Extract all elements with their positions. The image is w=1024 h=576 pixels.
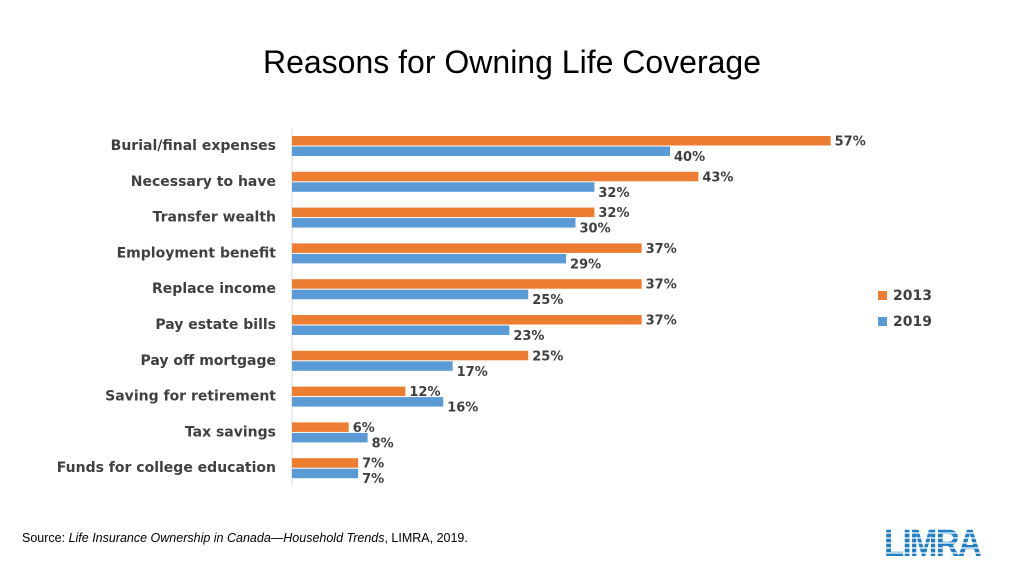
category-label: Replace income [152, 281, 276, 297]
bar-2013 [292, 458, 359, 468]
bar-2019 [292, 253, 567, 264]
data-label-2013: 37% [646, 242, 677, 257]
bar-2013 [292, 422, 349, 432]
bar-2019 [292, 397, 444, 407]
bar-2019 [292, 361, 453, 371]
bar-2019 [292, 325, 510, 335]
data-label-2013: 37% [646, 314, 677, 329]
data-label-2013: 57% [835, 135, 866, 150]
bar-2013 [292, 315, 642, 325]
bar-2019 [292, 218, 576, 228]
data-label-2019: 17% [457, 365, 488, 380]
data-label-2019: 23% [513, 329, 544, 344]
bar-2013 [292, 207, 595, 218]
category-label: Funds for college education [57, 460, 276, 476]
category-label: Tax savings [185, 424, 276, 440]
legend-label-2013: 2013 [893, 288, 932, 304]
data-label-2013: 25% [532, 349, 563, 364]
data-label-2013: 7% [362, 457, 384, 472]
source-title: Life Insurance Ownership in Canada—House… [68, 531, 385, 545]
bar-2013 [292, 136, 831, 146]
category-label: Burial/final expenses [111, 138, 276, 154]
data-label-2013: 43% [702, 170, 733, 185]
data-label-2013: 37% [646, 278, 677, 293]
data-label-2019: 30% [580, 222, 611, 237]
category-label: Necessary to have [131, 174, 276, 190]
bar-2013 [292, 171, 699, 182]
bar-2019 [292, 432, 368, 443]
data-label-2013: 32% [598, 206, 629, 221]
data-label-2019: 25% [532, 293, 563, 308]
data-label-2019: 8% [372, 436, 394, 451]
category-label: Pay estate bills [155, 317, 276, 333]
category-label: Transfer wealth [153, 210, 276, 226]
bar-2019 [292, 146, 670, 156]
category-label: Pay off mortgage [140, 353, 276, 369]
data-label-2019: 32% [598, 186, 629, 201]
bar-2019 [292, 468, 359, 479]
data-label-2013: 6% [353, 421, 375, 436]
source-prefix: Source: [22, 531, 69, 545]
data-label-2019: 7% [362, 472, 384, 487]
bar-2019 [292, 289, 529, 300]
data-label-2019: 40% [674, 150, 705, 165]
limra-logo: LIMRA [884, 523, 984, 564]
bar-2013 [292, 279, 642, 289]
bar-2019 [292, 182, 595, 192]
chart-title: Reasons for Owning Life Coverage [262, 44, 762, 80]
category-label: Employment benefit [117, 245, 277, 261]
data-label-2019: 29% [570, 257, 601, 272]
source-note: Source: Life Insurance Ownership in Cana… [22, 531, 468, 545]
source-suffix: , LIMRA, 2019. [384, 531, 468, 545]
bar-2013 [292, 243, 642, 253]
data-label-2013: 12% [409, 385, 440, 400]
legend-label-2019: 2019 [893, 314, 932, 330]
legend-swatch-2019 [878, 317, 887, 326]
data-label-2019: 16% [447, 401, 478, 416]
bar-2013 [292, 350, 529, 361]
category-label: Saving for retirement [105, 389, 276, 405]
bar-2013 [292, 386, 406, 397]
legend-swatch-2013 [878, 291, 887, 300]
